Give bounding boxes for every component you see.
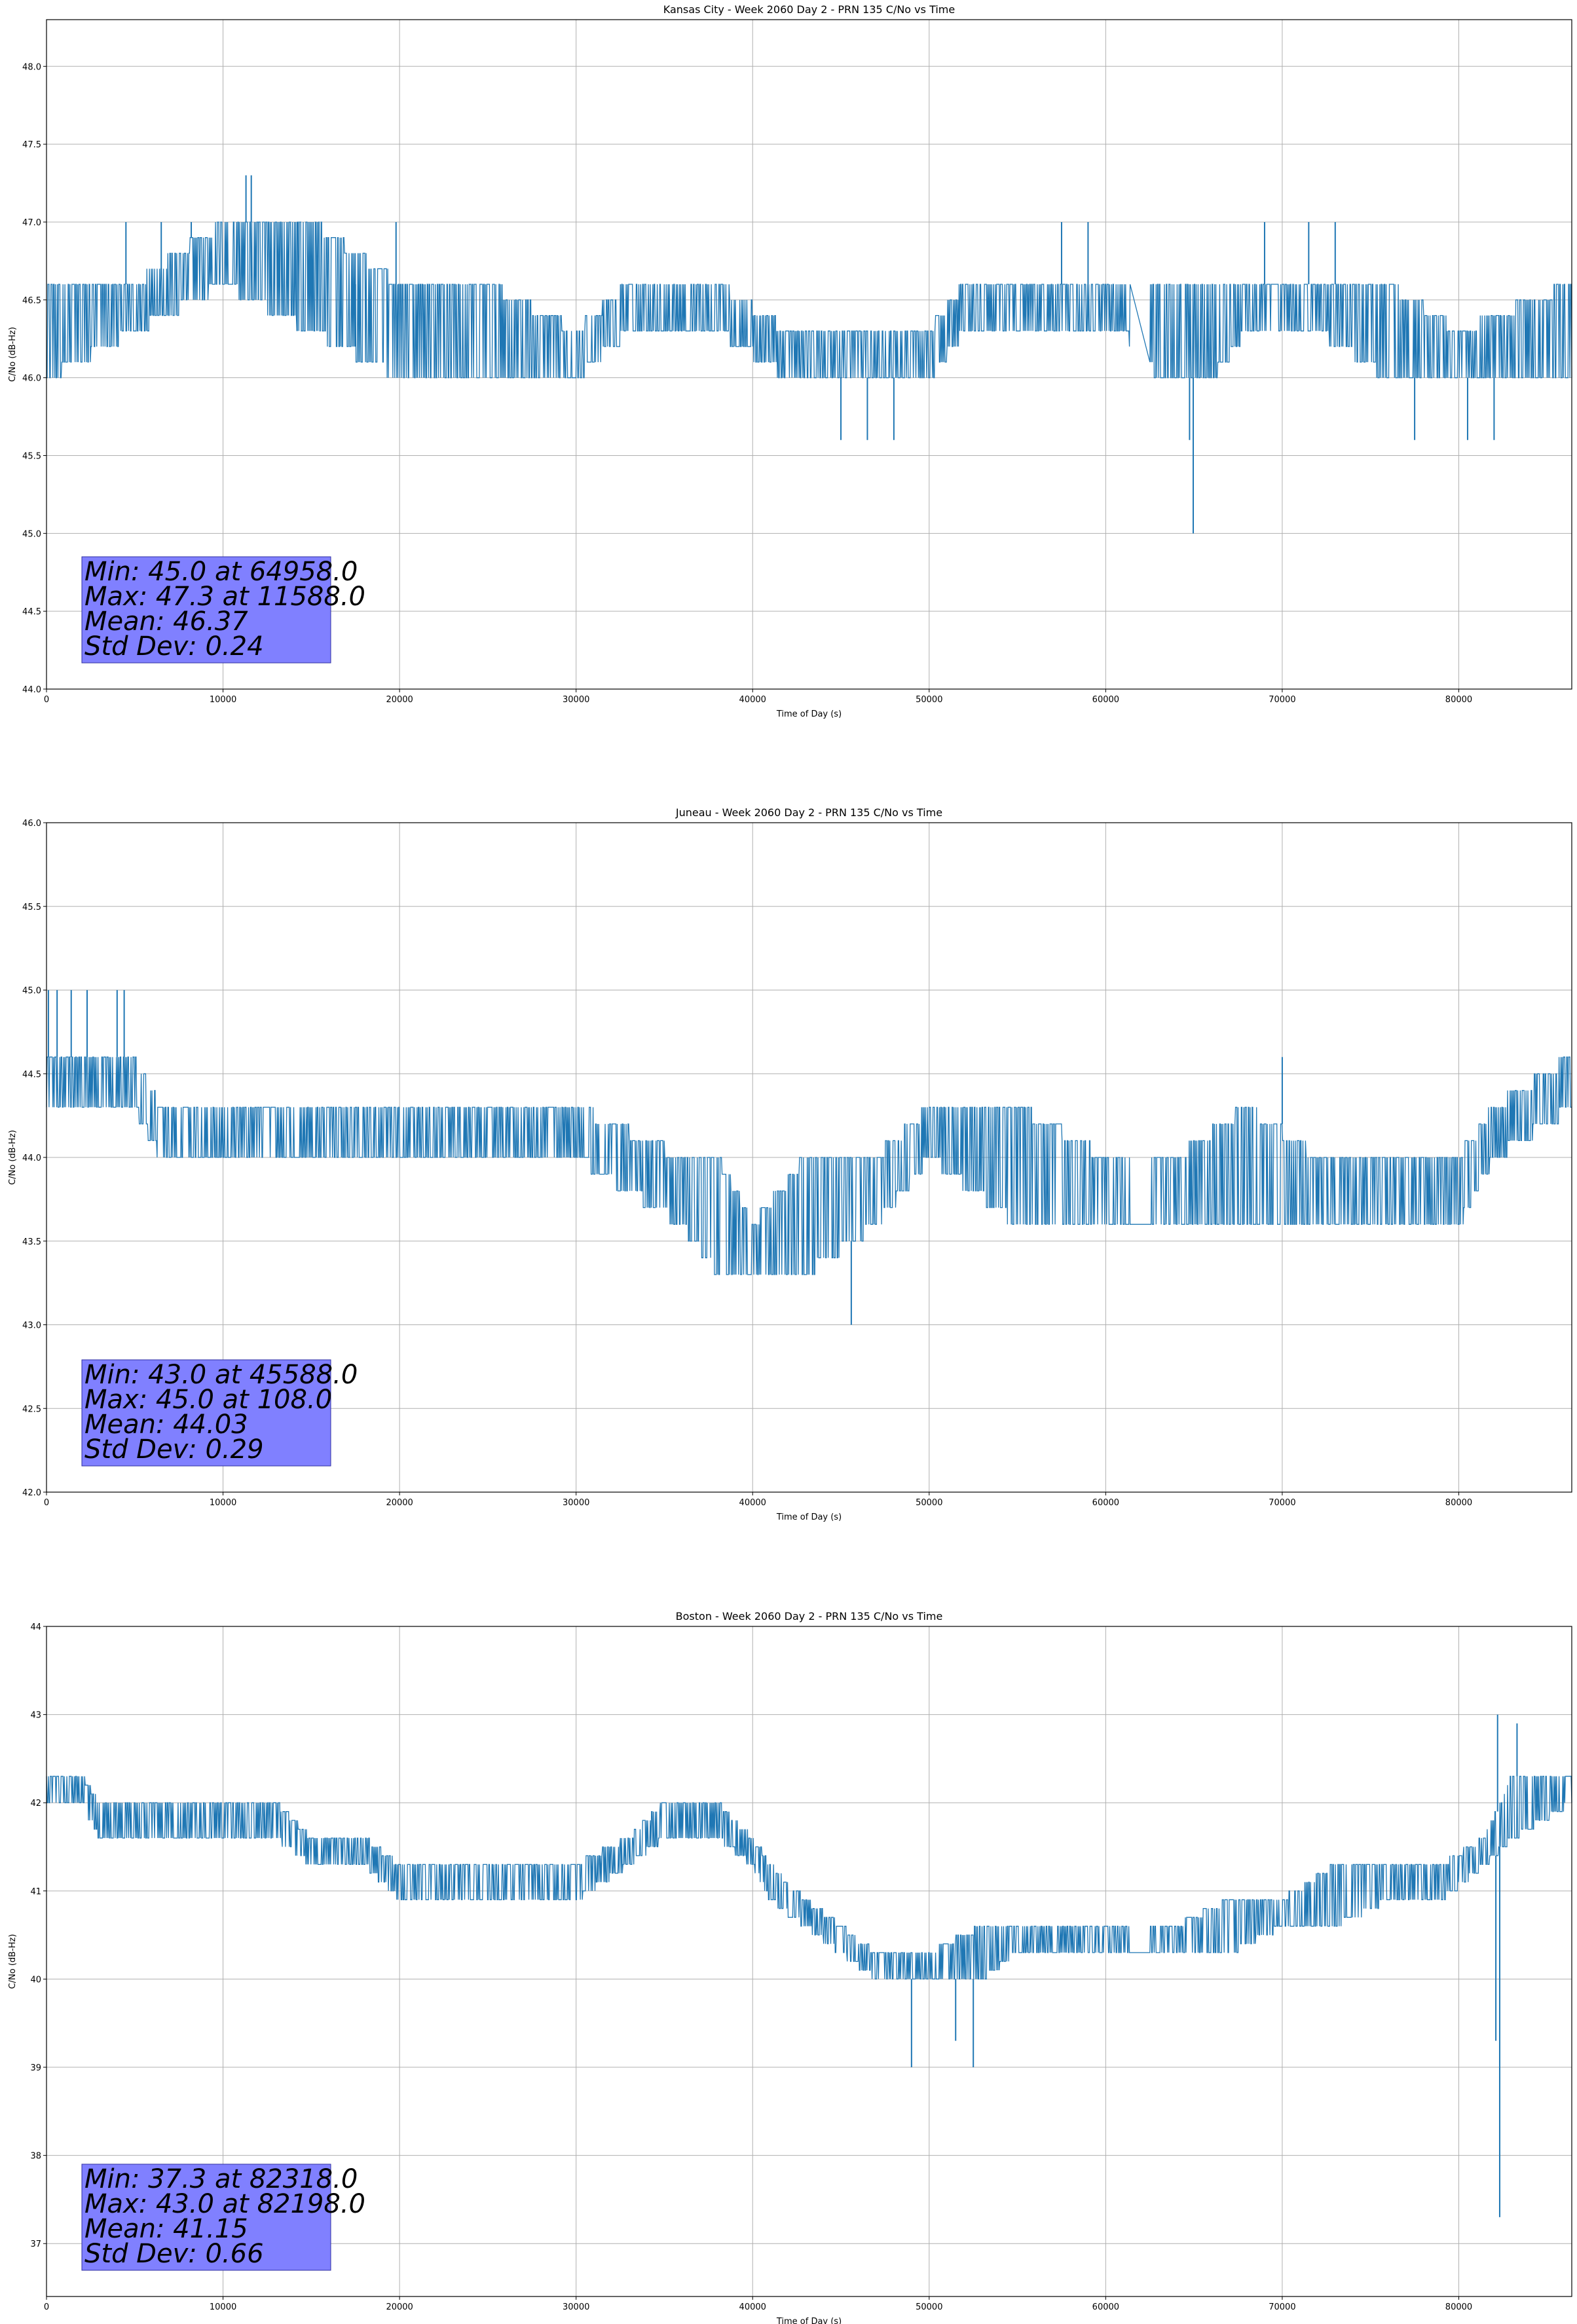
x-tick-label: 0 <box>44 695 49 705</box>
y-tick-label: 42.0 <box>22 1488 41 1498</box>
stats-box <box>81 2164 331 2271</box>
stats-line: Mean: 46.37 <box>84 607 248 637</box>
stats-line: Min: 45.0 at 64958.0 <box>84 557 358 587</box>
x-tick-label: 70000 <box>1269 1498 1295 1508</box>
y-tick-label: 47.0 <box>22 218 41 228</box>
y-axis-label: C/No (dB-Hz) <box>8 1934 18 1989</box>
y-tick-label: 44.0 <box>22 1153 41 1163</box>
stats-line: Min: 37.3 at 82318.0 <box>84 2164 358 2194</box>
stats-line: Std Dev: 0.29 <box>84 1434 264 1465</box>
chart-title: Kansas City - Week 2060 Day 2 - PRN 135 … <box>663 3 955 16</box>
x-tick-label: 80000 <box>1445 2302 1472 2312</box>
axes-frame <box>46 1626 1572 2297</box>
y-tick-label: 44.5 <box>22 607 41 617</box>
x-axis-label: Time of Day (s) <box>776 2317 842 2324</box>
series-line <box>46 1057 1572 1275</box>
y-axis-label: C/No (dB-Hz) <box>8 327 18 382</box>
chart-title: Juneau - Week 2060 Day 2 - PRN 135 C/No … <box>675 806 942 819</box>
y-axis-label: C/No (dB-Hz) <box>8 1130 18 1185</box>
y-tick-label: 42.5 <box>22 1404 41 1414</box>
y-tick-label: 43 <box>30 1711 41 1721</box>
x-tick-label: 20000 <box>386 1498 413 1508</box>
x-tick-label: 10000 <box>210 695 236 705</box>
x-tick-label: 80000 <box>1445 695 1472 705</box>
axes-frame <box>46 19 1572 690</box>
stats-line: Max: 45.0 at 108.0 <box>84 1385 332 1415</box>
x-tick-label: 30000 <box>563 1498 589 1508</box>
stats-box <box>81 556 331 664</box>
x-axis-label: Time of Day (s) <box>776 1512 842 1522</box>
y-tick-label: 42 <box>30 1799 41 1809</box>
y-tick-label: 44 <box>30 1622 41 1632</box>
x-tick-label: 70000 <box>1269 2302 1295 2312</box>
x-tick-label: 50000 <box>916 2302 942 2312</box>
x-tick-label: 80000 <box>1445 1498 1472 1508</box>
y-tick-label: 37 <box>30 2240 41 2249</box>
x-tick-label: 40000 <box>739 695 766 705</box>
x-tick-label: 60000 <box>1092 695 1119 705</box>
x-tick-label: 20000 <box>386 2302 413 2312</box>
y-tick-label: 38 <box>30 2152 41 2162</box>
x-tick-label: 10000 <box>210 2302 236 2312</box>
stats-box <box>81 1359 331 1467</box>
x-tick-label: 50000 <box>916 695 942 705</box>
chart-1: 0 10000 20000 30000 40000 50000 60000 70000 8000… <box>8 3 1572 719</box>
stats-line: Max: 47.3 at 11588.0 <box>84 582 365 612</box>
stats-line: Std Dev: 0.24 <box>84 631 264 662</box>
stats-line: Mean: 41.15 <box>84 2214 248 2244</box>
y-tick-label: 45.0 <box>22 529 41 539</box>
x-tick-label: 0 <box>44 1498 49 1508</box>
y-tick-label: 46.0 <box>22 819 41 829</box>
y-tick-label: 43.0 <box>22 1321 41 1331</box>
y-tick-label: 46.5 <box>22 296 41 306</box>
chart-2: 0 10000 20000 30000 40000 50000 60000 70000 8000… <box>8 806 1572 1522</box>
x-tick-label: 10000 <box>210 1498 236 1508</box>
x-tick-label: 30000 <box>563 2302 589 2312</box>
series-line <box>46 1776 1572 1980</box>
x-tick-label: 20000 <box>386 695 413 705</box>
x-tick-label: 60000 <box>1092 1498 1119 1508</box>
y-tick-label: 44.5 <box>22 1070 41 1079</box>
x-tick-label: 60000 <box>1092 2302 1119 2312</box>
y-tick-label: 40 <box>30 1975 41 1985</box>
x-tick-label: 30000 <box>563 695 589 705</box>
chart-title: Boston - Week 2060 Day 2 - PRN 135 C/No … <box>676 1610 943 1622</box>
x-tick-label: 40000 <box>739 2302 766 2312</box>
x-tick-label: 40000 <box>739 1498 766 1508</box>
stats-line: Std Dev: 0.66 <box>84 2239 264 2269</box>
y-tick-label: 43.5 <box>22 1237 41 1247</box>
y-tick-label: 46.0 <box>22 374 41 384</box>
y-tick-label: 44.0 <box>22 685 41 695</box>
y-tick-label: 39 <box>30 2063 41 2073</box>
y-tick-label: 45.5 <box>22 903 41 912</box>
x-axis-label: Time of Day (s) <box>776 709 842 719</box>
x-tick-label: 50000 <box>916 1498 942 1508</box>
y-tick-label: 41 <box>30 1887 41 1897</box>
stats-line: Max: 43.0 at 82198.0 <box>84 2189 365 2219</box>
stats-line: Min: 43.0 at 45588.0 <box>84 1360 358 1390</box>
y-tick-label: 47.5 <box>22 140 41 150</box>
stats-line: Mean: 44.03 <box>84 1410 248 1440</box>
y-tick-label: 45.0 <box>22 986 41 996</box>
chart-3: 0 10000 20000 30000 40000 50000 60000 70000 8000… <box>8 1610 1572 2324</box>
x-tick-label: 0 <box>44 2302 49 2312</box>
x-tick-label: 70000 <box>1269 695 1295 705</box>
y-tick-label: 45.5 <box>22 451 41 461</box>
y-tick-label: 48.0 <box>22 62 41 72</box>
